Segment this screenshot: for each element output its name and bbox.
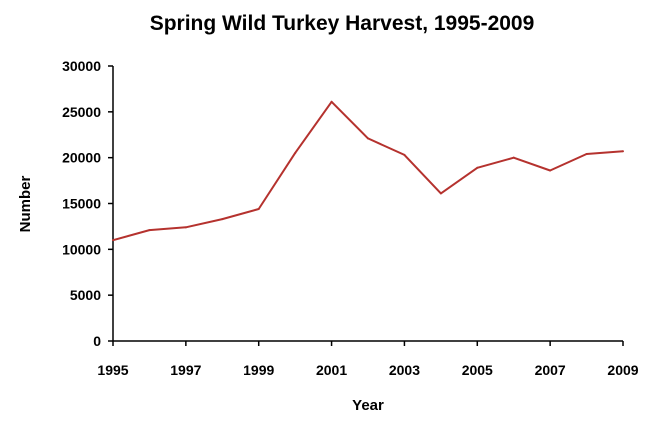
y-tick-label: 10000 [62,241,101,257]
data-point [585,153,588,155]
series-layer [112,100,624,242]
x-tick-label: 2001 [316,362,347,378]
x-tick-label: 2003 [389,362,420,378]
data-point [403,153,406,156]
data-point [512,156,515,159]
data-point [257,208,260,210]
y-tick-label: 5000 [70,287,101,303]
data-point [112,239,114,242]
y-tick-label: 15000 [62,196,101,212]
data-point [476,166,479,169]
x-tick-label: 2007 [535,362,566,378]
y-axis-ticks: 30000 25000 20000 15000 10000 5000 0 [62,58,113,349]
data-point [294,152,297,155]
x-tick-label: 1995 [97,362,128,378]
y-axis-label: Number [17,176,34,233]
data-point [367,137,369,140]
y-tick-label: 0 [93,333,101,349]
series-line [112,100,624,242]
data-point [439,192,442,195]
x-tick-label: 1997 [170,362,201,378]
y-tick-label: 25000 [62,104,101,120]
data-point [221,218,224,221]
x-tick-label: 1999 [243,362,274,378]
x-axis-label: Year [352,397,384,414]
data-point [549,169,552,172]
data-point [622,150,624,153]
y-tick-label: 20000 [62,150,101,166]
x-tick-label: 2009 [607,362,638,378]
y-tick-label: 30000 [62,58,101,74]
data-point [184,226,187,229]
data-point [148,229,151,232]
chart-title: Spring Wild Turkey Harvest, 1995-2009 [150,12,535,35]
data-point [330,100,333,103]
x-axis-ticks: 1995 1997 1999 2001 2003 2005 2007 2009 [97,341,639,378]
x-tick-label: 2005 [462,362,493,378]
